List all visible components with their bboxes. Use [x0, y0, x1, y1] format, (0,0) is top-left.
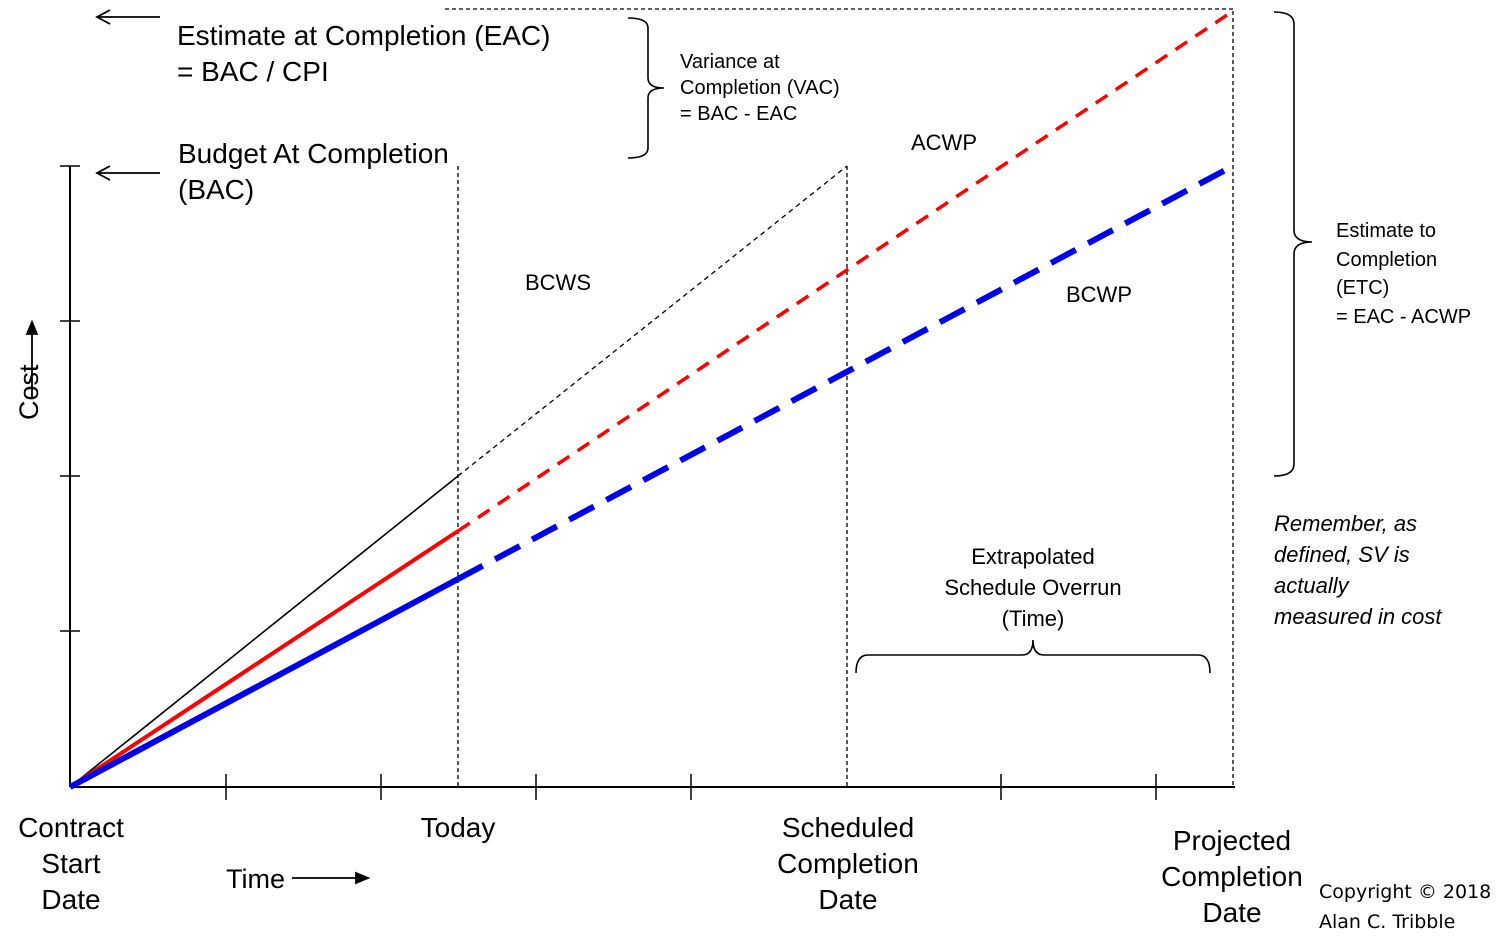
- bcws-label: BCWS: [525, 270, 591, 295]
- vac-label-line3: = BAC - EAC: [680, 103, 798, 125]
- sv-note-line1: Remember, as: [1274, 511, 1418, 536]
- etc-label-line4: = EAC - ACWP: [1336, 305, 1472, 328]
- etc-label: Estimate to Completion (ETC) = EAC - ACW…: [1336, 217, 1471, 331]
- marker-projected-line3: Date: [1202, 897, 1262, 928]
- marker-today: Today: [398, 810, 518, 846]
- y-axis-ticks: [60, 165, 80, 632]
- eac-label-line2: = BAC / CPI: [177, 56, 329, 87]
- bac-arrow: [95, 165, 160, 181]
- overrun-label-line1: Extrapolated: [971, 544, 1095, 569]
- eac-arrow: [95, 9, 160, 25]
- x-axis-ticks: [225, 774, 1157, 800]
- marker-contract-start-line3: Date: [41, 884, 101, 915]
- acwp-label: ACWP: [911, 130, 977, 155]
- eac-label: Estimate at Completion (EAC) = BAC / CPI: [177, 18, 550, 90]
- vac-label: Variance at Completion (VAC) = BAC - EAC: [680, 49, 840, 127]
- sv-note: Remember, as defined, SV is actually mea…: [1274, 508, 1442, 632]
- time-arrow: [292, 871, 371, 885]
- overrun-label-line2: Schedule Overrun: [944, 575, 1122, 600]
- marker-today-line1: Today: [420, 812, 496, 843]
- vac-brace: [627, 17, 665, 159]
- etc-label-line3: (ETC): [1336, 277, 1390, 299]
- marker-scheduled-line2: Completion: [777, 848, 919, 879]
- bac-label-line1: Budget At Completion: [178, 138, 449, 169]
- bcws-line-projected: [457, 165, 848, 477]
- vac-label-line1: Variance at: [680, 51, 780, 73]
- vac-label-line2: Completion (VAC): [680, 77, 840, 99]
- marker-scheduled-completion: Scheduled Completion Date: [762, 810, 934, 918]
- marker-contract-start-line1: Contract: [18, 812, 124, 843]
- cost-arrow: [25, 319, 39, 398]
- acwp-line: [68, 529, 460, 789]
- bcwp-line-projected: [456, 163, 1235, 582]
- copyright-line2: Alan C. Tribble: [1319, 911, 1456, 933]
- overrun-label: Extrapolated Schedule Overrun (Time): [913, 541, 1153, 634]
- marker-projected-line1: Projected: [1172, 825, 1292, 856]
- sv-note-line4: measured in cost: [1274, 604, 1442, 629]
- copyright: Copyright © 2018 Alan C. Tribble: [1319, 877, 1491, 937]
- marker-contract-start-line2: Start: [41, 848, 101, 879]
- marker-projected-line2: Completion: [1161, 861, 1303, 892]
- etc-brace: [1273, 11, 1313, 477]
- marker-scheduled-line1: Scheduled: [781, 812, 915, 843]
- y-axis-label: Cost: [14, 364, 44, 420]
- bac-label-line2: (BAC): [178, 174, 255, 205]
- bcwp-line: [68, 576, 460, 790]
- time-guides: [457, 11, 1234, 787]
- bcwp-label: BCWP: [1066, 282, 1132, 307]
- etc-label-line2: Completion: [1336, 248, 1438, 271]
- etc-label-line1: Estimate to: [1336, 220, 1437, 242]
- eac-label-line1: Estimate at Completion (EAC): [177, 20, 551, 51]
- bac-label: Budget At Completion (BAC): [178, 136, 449, 208]
- marker-projected-completion: Projected Completion Date: [1146, 823, 1318, 931]
- marker-contract-start: Contract Start Date: [0, 810, 142, 918]
- bcws-line: [69, 475, 459, 788]
- copyright-line1: Copyright © 2018: [1319, 881, 1492, 903]
- acwp-line-projected: [457, 9, 1234, 533]
- overrun-brace: [855, 639, 1211, 674]
- x-axis-label: Time: [226, 864, 285, 894]
- sv-note-line3: actually: [1274, 573, 1349, 598]
- marker-scheduled-line3: Date: [818, 884, 878, 915]
- overrun-label-line3: (Time): [1001, 606, 1065, 631]
- sv-note-line2: defined, SV is: [1274, 542, 1410, 567]
